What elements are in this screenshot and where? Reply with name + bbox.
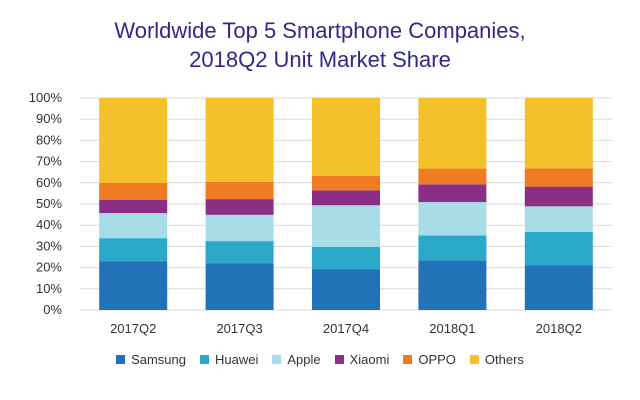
y-tick-label: 50%	[36, 196, 62, 211]
y-tick-label: 10%	[36, 281, 62, 296]
x-tick-label: 2018Q1	[429, 321, 475, 336]
legend-item-apple: Apple	[272, 352, 321, 367]
bar-segment-xiaomi	[99, 199, 168, 214]
chart-title-block: Worldwide Top 5 Smartphone Companies, 20…	[0, 16, 640, 74]
bar-segment-oppo	[418, 168, 487, 185]
y-tick-label: 80%	[36, 132, 62, 147]
legend-item-others: Others	[469, 352, 524, 367]
bar-segment-apple	[524, 206, 593, 232]
bar-segment-samsung	[99, 261, 168, 310]
legend-swatch	[403, 355, 413, 364]
bar-segment-huawei	[312, 246, 380, 270]
bar-segment-apple	[99, 213, 168, 239]
bar-segment-oppo	[99, 183, 168, 200]
chart-subtitle: 2018Q2 Unit Market Share	[189, 47, 451, 72]
legend-item-samsung: Samsung	[116, 352, 186, 367]
y-tick-label: 100%	[29, 90, 63, 105]
bar-segment-huawei	[524, 231, 593, 266]
bar-segment-oppo	[524, 168, 593, 187]
bar-segment-xiaomi	[312, 190, 380, 206]
x-tick-label: 2017Q4	[323, 321, 369, 336]
legend-label: Samsung	[131, 352, 186, 367]
bar-segment-others	[524, 98, 593, 169]
bar-segment-samsung	[418, 260, 487, 310]
bar-segment-others	[312, 98, 380, 176]
bar-segment-samsung	[205, 263, 274, 310]
x-tick-label: 2018Q2	[536, 321, 582, 336]
bar-segment-oppo	[312, 175, 380, 191]
chart-title: Worldwide Top 5 Smartphone Companies,	[114, 18, 526, 43]
bar-segment-huawei	[99, 238, 168, 262]
bar-segment-apple	[205, 214, 274, 242]
legend-label: Others	[484, 352, 524, 367]
y-tick-label: 70%	[36, 154, 62, 169]
bar-segment-others	[99, 98, 168, 184]
bar-segment-huawei	[205, 241, 274, 264]
legend-label: Xiaomi	[349, 352, 390, 367]
legend-swatch	[116, 355, 126, 364]
bar-segment-xiaomi	[524, 186, 593, 207]
bar-segment-samsung	[524, 265, 593, 310]
bar-segment-oppo	[205, 181, 274, 200]
y-tick-label: 0%	[43, 302, 62, 317]
bar-segment-samsung	[312, 269, 380, 310]
x-tick-label: 2017Q3	[216, 321, 262, 336]
y-tick-label: 30%	[36, 238, 62, 253]
bar-segment-apple	[418, 202, 487, 236]
bar-segment-apple	[312, 205, 380, 247]
bar-segment-xiaomi	[205, 199, 274, 215]
x-tick-label: 2017Q2	[110, 321, 156, 336]
legend-label: Huawei	[214, 352, 259, 367]
legend-item-xiaomi: Xiaomi	[334, 352, 390, 367]
y-tick-label: 40%	[36, 217, 62, 232]
bar-segment-huawei	[418, 235, 487, 261]
y-tick-label: 90%	[36, 111, 62, 126]
bar-segment-xiaomi	[418, 184, 487, 203]
bar-segment-others	[205, 98, 274, 182]
legend-swatch	[469, 355, 479, 364]
legend-swatch	[334, 355, 344, 364]
legend-label: Apple	[287, 352, 321, 367]
legend-swatch	[272, 355, 282, 364]
legend-swatch	[199, 355, 209, 364]
bar-segment-others	[418, 98, 487, 169]
legend-item-oppo: OPPO	[403, 352, 456, 367]
chart-legend: Samsung Huawei Apple Xiaomi OPPO Others	[0, 352, 640, 367]
y-tick-label: 20%	[36, 260, 62, 275]
legend-item-huawei: Huawei	[199, 352, 259, 367]
legend-label: OPPO	[418, 352, 456, 367]
y-tick-label: 60%	[36, 175, 62, 190]
